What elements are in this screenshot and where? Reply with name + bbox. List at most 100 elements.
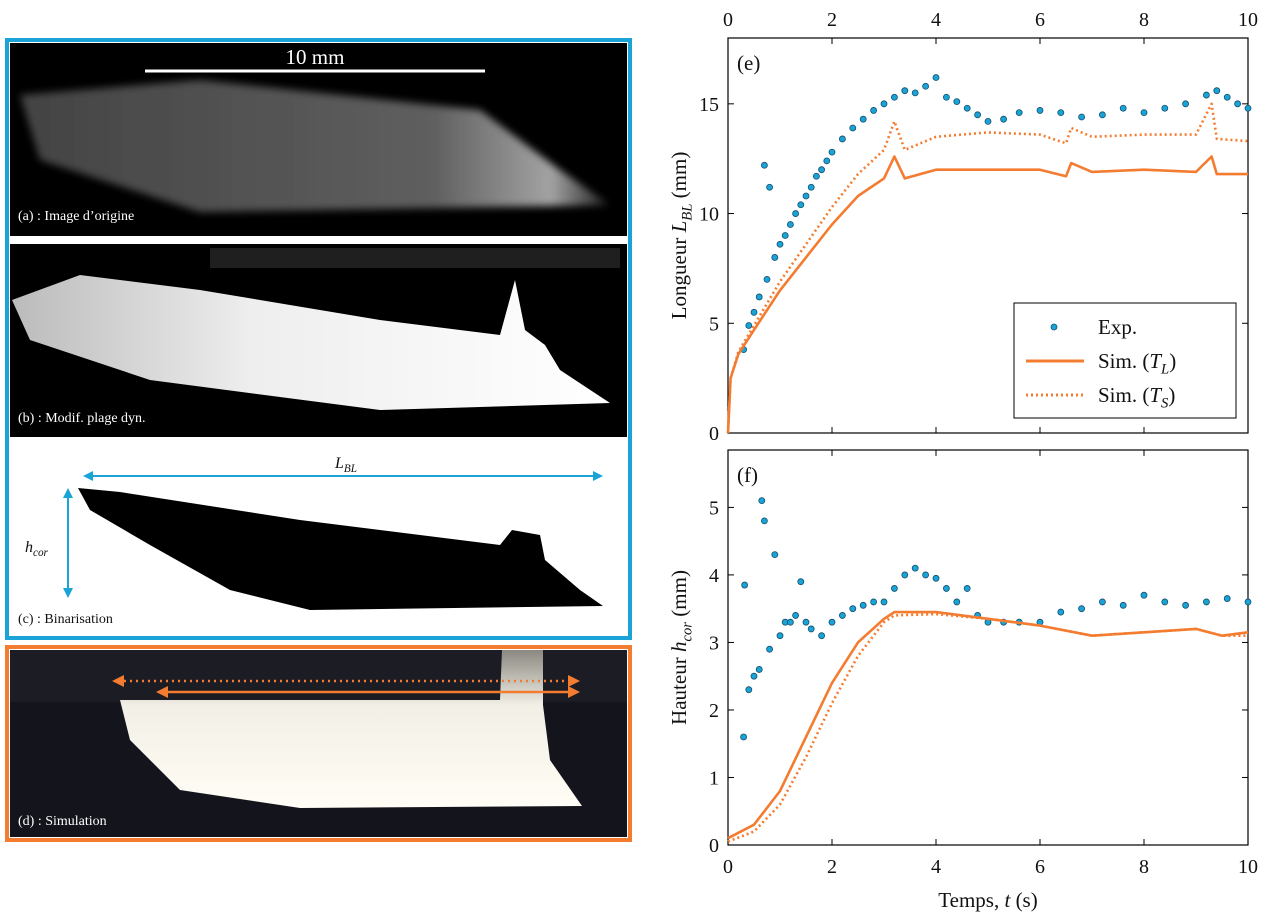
data-point [802,618,810,626]
data-point [828,148,836,156]
y-tick-label: 3 [709,632,719,654]
x-tick-label: 0 [723,856,733,878]
data-point [776,632,784,640]
series-line [727,612,1248,843]
data-point [758,497,766,505]
text-part: L [1160,361,1169,377]
scale-label: 10 mm [286,45,345,69]
data-point [932,574,940,582]
data-point [849,605,857,613]
data-point [750,308,758,316]
data-point [750,672,758,680]
melt-pool-b [12,275,610,410]
text-part: (mm) [667,570,691,622]
data-point [953,598,961,606]
legend-label: Sim. (TL) [1098,349,1176,377]
plot-frame [727,37,1249,434]
x-tick-label: 0 [723,9,733,31]
data-point [823,157,831,165]
data-point [787,221,794,228]
y-tick-label: 2 [709,700,719,722]
text-part: Longueur [667,232,691,319]
data-point [1244,104,1252,112]
y-axis-label: Hauteur hcor (mm) [667,570,695,725]
series-line [727,610,1249,840]
data-point [849,124,857,132]
data-point [1182,601,1189,609]
text-part: cor [679,622,695,642]
x-tick-label: 2 [827,9,837,31]
data-point [880,100,888,108]
data-point [818,632,825,640]
data-point [802,192,810,200]
data-point [755,666,763,673]
data-point [1078,605,1085,613]
data-point [943,93,950,101]
x-tick-label: 8 [1139,856,1149,878]
data-point [761,517,768,525]
data-point [1078,113,1085,121]
data-point [984,117,992,125]
data-point [766,183,773,191]
series-line [726,155,1248,434]
data-point [781,232,789,239]
panel-label: (e) [737,51,760,75]
data-point [1140,591,1148,599]
data-point [1036,107,1044,114]
data-point [1119,601,1127,609]
data-point [740,733,747,741]
y-tick-label: 0 [709,423,719,445]
data-point [776,240,784,248]
data-point [763,275,771,283]
text-part: h [25,539,33,556]
data-point [1213,87,1221,95]
data-point [911,89,919,97]
data-point [745,686,753,694]
x-tick-label: 8 [1139,9,1149,31]
data-point [901,571,909,579]
text-part: T [1149,383,1162,407]
data-point [839,612,846,619]
text-part: cor [33,547,49,559]
data-point [891,585,898,592]
text-part: L [334,455,344,472]
data-point [792,612,799,619]
text-part: BL [344,463,357,475]
data-point [741,581,749,589]
y-tick-label: 5 [709,313,719,335]
data-point [745,322,753,329]
data-point [1234,100,1241,108]
data-point [974,111,981,119]
data-point [755,293,763,301]
text-part: (mm) [667,152,691,204]
data-point [839,135,846,143]
data-point [963,585,971,592]
data-point [1203,598,1210,606]
panel-label: (a) : Image d’origine [18,209,134,224]
panel-label: (c) : Binarisation [18,612,113,627]
text-part: t [1004,888,1011,912]
data-point [797,201,805,209]
data-point [1223,595,1231,602]
data-point [807,625,815,633]
series-line [726,102,1249,434]
data-point [953,98,961,106]
x-tick-label: 2 [827,856,837,878]
y-axis-label: Longueur LBL (mm) [667,152,695,320]
data-point [870,107,877,114]
data-point [1140,109,1148,117]
y-tick-label: 5 [709,497,719,519]
data-point [828,618,836,626]
data-point [932,74,940,81]
data-point [859,601,867,609]
text-part: S [1161,395,1169,411]
x-tick-label: 6 [1035,9,1045,31]
panel-label: (f) [737,463,758,487]
text-part: BL [679,204,695,221]
data-point [797,578,805,586]
data-point [761,161,768,169]
text-part: Temps, [938,888,1004,912]
data-point [1015,109,1023,117]
data-point [963,104,971,112]
